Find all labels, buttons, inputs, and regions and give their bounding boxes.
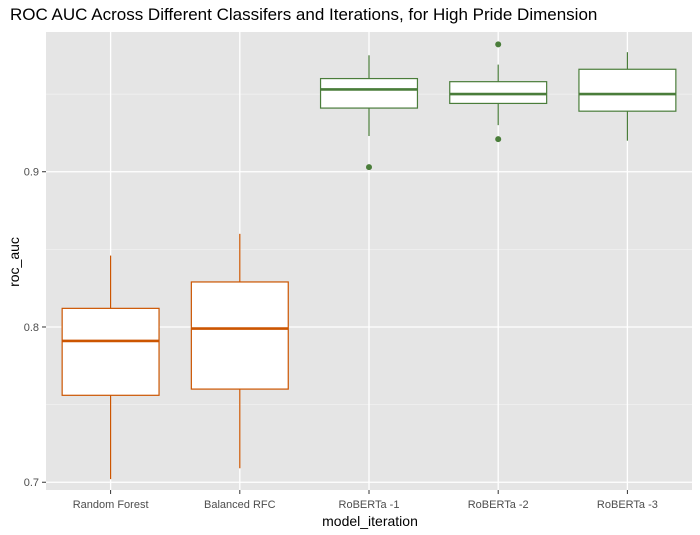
box-roberta-2 [449, 41, 548, 143]
x-axis-ticks: Random Forest Balanced RFC RoBERTa -1 RoBER… [73, 490, 658, 511]
y-tick-label: 0.8 [24, 322, 39, 334]
outlier-point [495, 136, 502, 143]
box-random-forest [61, 255, 160, 480]
box-body [190, 281, 289, 390]
y-tick-label: 0.9 [24, 167, 39, 179]
y-tick-label: 0.7 [24, 477, 39, 489]
box-balanced-rfc [190, 233, 289, 469]
x-tick-label: RoBERTa -3 [597, 499, 658, 511]
box-roberta-1 [319, 55, 419, 171]
x-axis-label: model_iteration [322, 513, 418, 529]
x-tick-label: Balanced RFC [204, 499, 276, 511]
y-axis-ticks: 0.7 0.8 0.9 [24, 167, 46, 489]
box-body [449, 81, 548, 105]
box-roberta-3 [578, 52, 677, 141]
box-series [61, 41, 677, 480]
x-tick-label: RoBERTa -1 [339, 499, 400, 511]
outlier-point [495, 41, 502, 48]
box-body [319, 77, 419, 109]
x-tick-label: Random Forest [73, 499, 149, 511]
x-tick-label: RoBERTa -2 [468, 499, 529, 511]
y-axis-label: roc_auc [6, 237, 22, 287]
outlier-point [366, 164, 372, 171]
box-body [578, 68, 677, 112]
chart-title: ROC AUC Across Different Classifers and … [10, 5, 597, 24]
box-body [61, 307, 160, 396]
